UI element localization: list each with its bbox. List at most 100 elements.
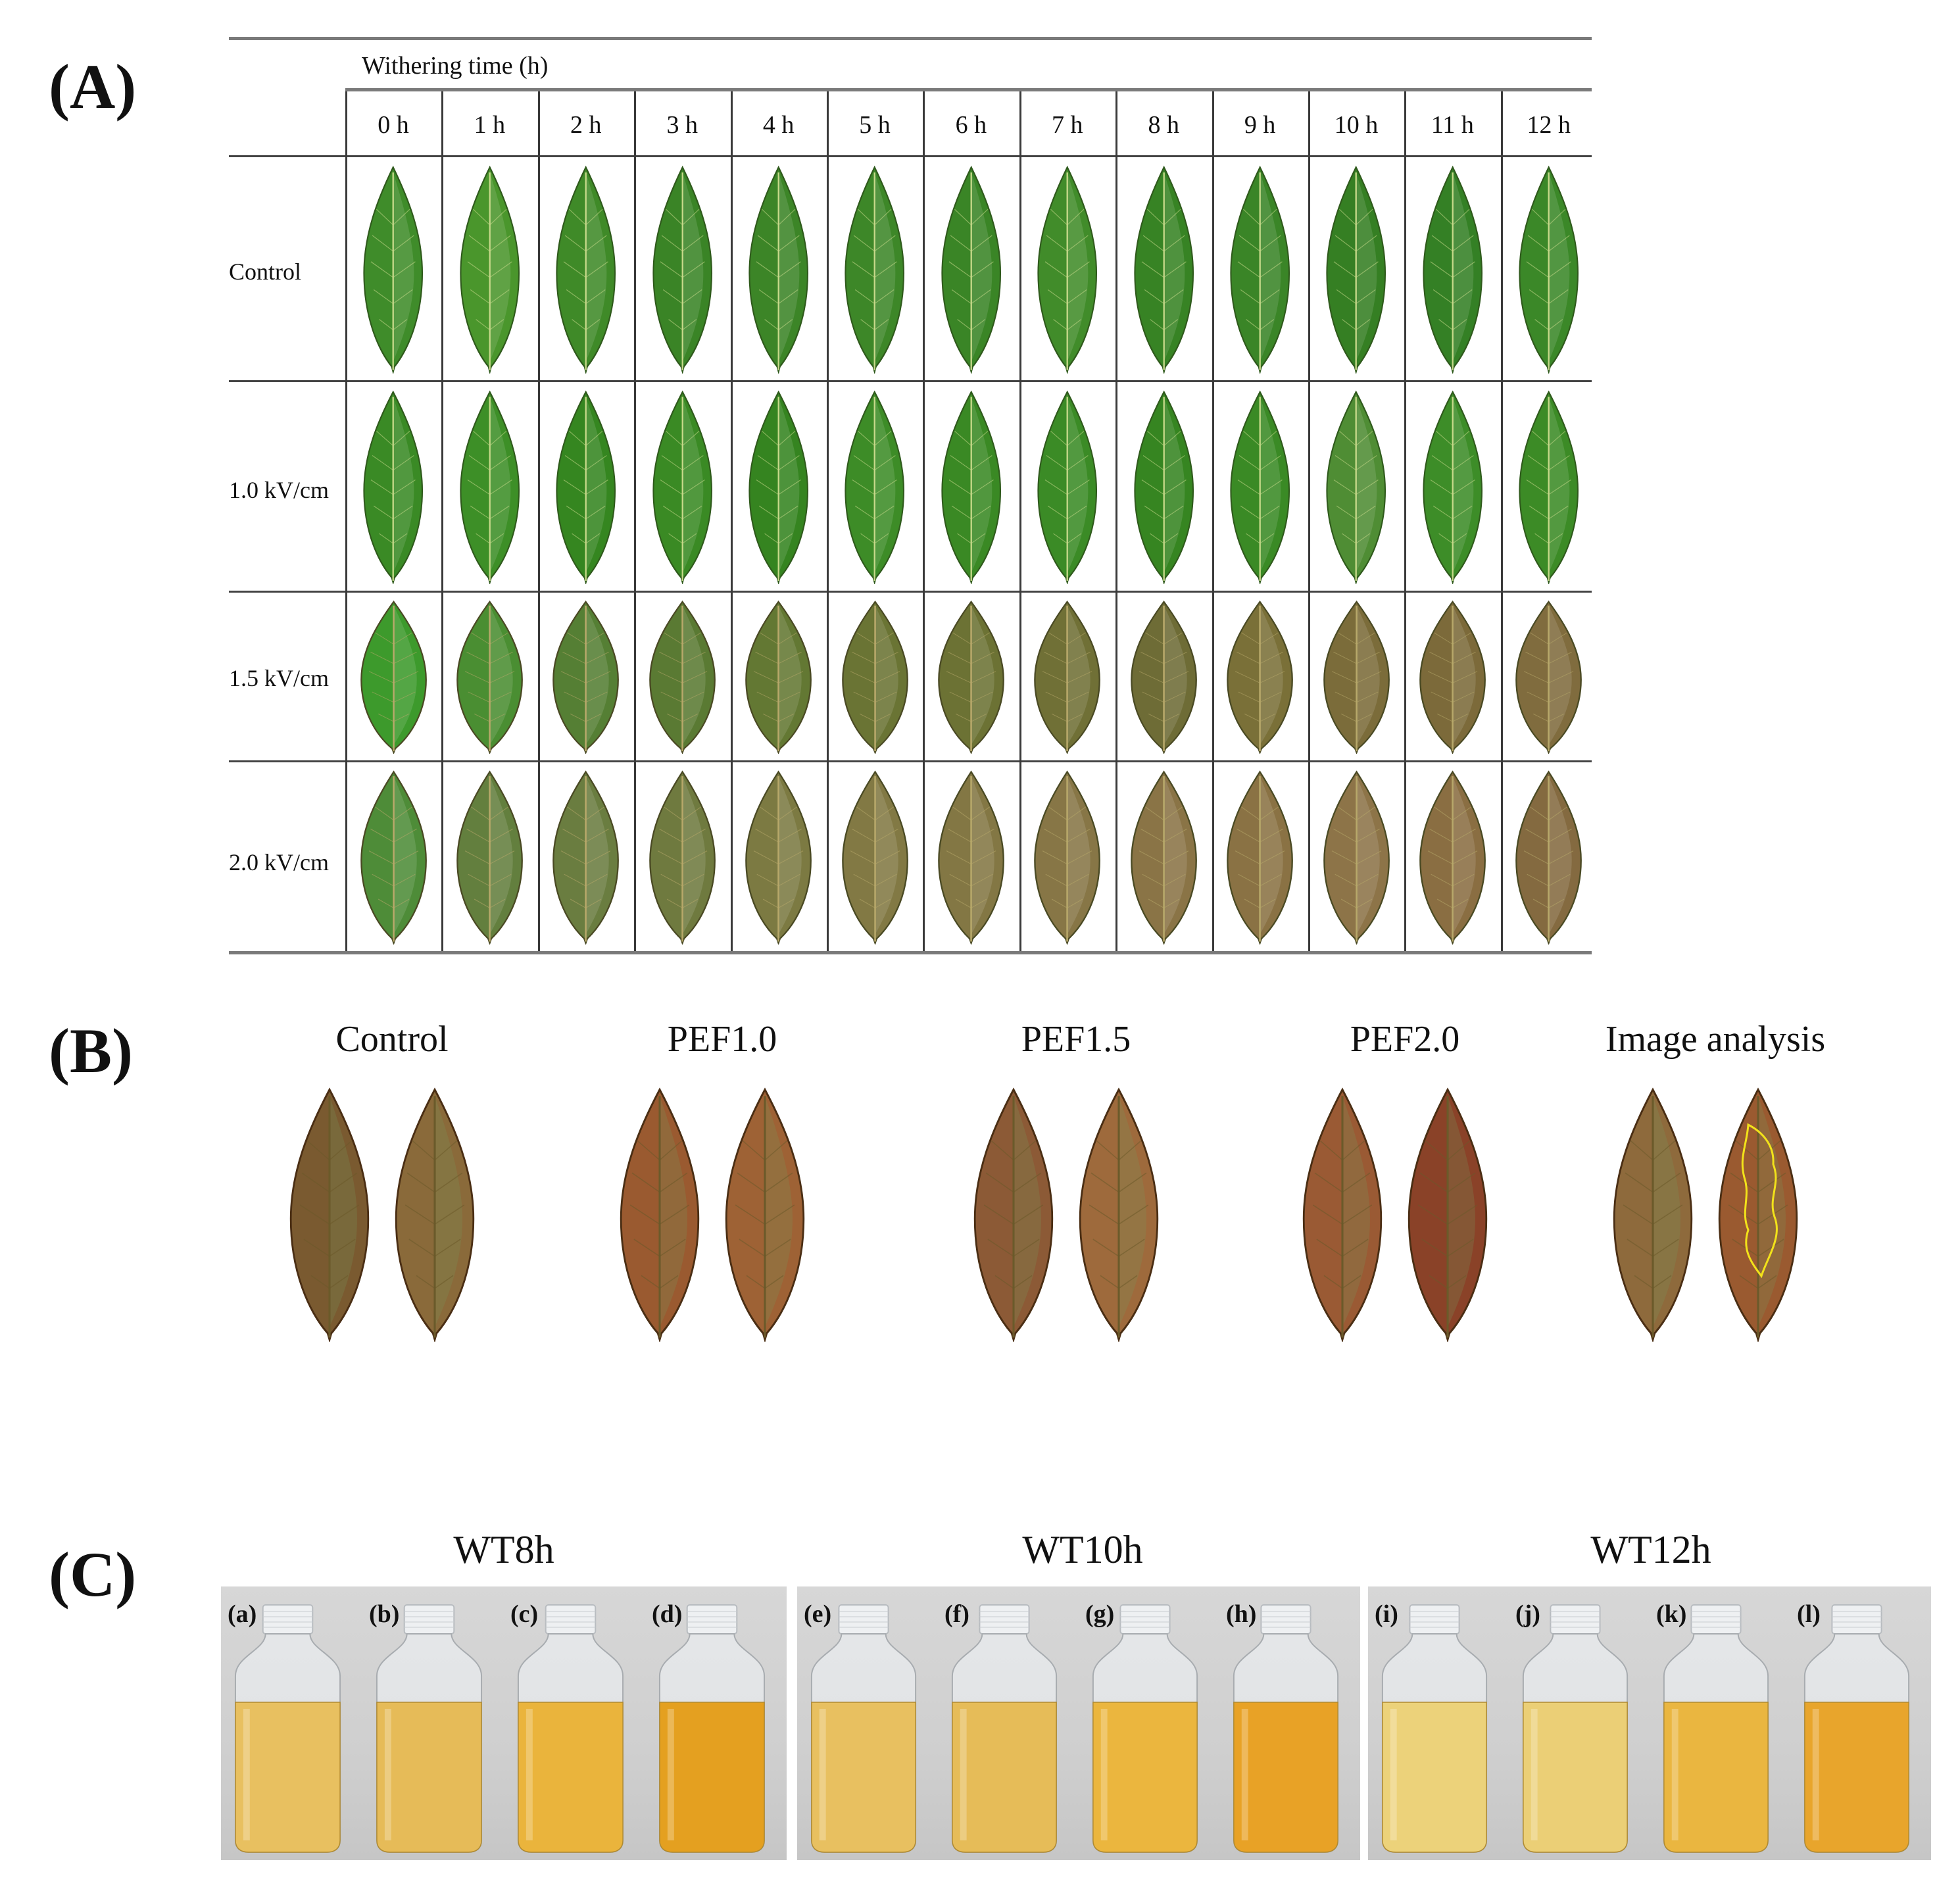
leaf-image bbox=[744, 389, 813, 584]
bottle-tag: (g) bbox=[1085, 1600, 1115, 1628]
leaf-image bbox=[644, 599, 721, 754]
leaf-group-title: PEF1.5 bbox=[1021, 1019, 1131, 1060]
leaf-shape bbox=[363, 390, 424, 584]
leaf-image bbox=[840, 389, 909, 584]
bottle-tag: (k) bbox=[1656, 1600, 1687, 1628]
bottle-tag: (l) bbox=[1797, 1600, 1821, 1628]
infusion-group-title: WT12h bbox=[1590, 1528, 1711, 1571]
infusion-group-title: WT10h bbox=[1022, 1528, 1143, 1571]
leaf-image bbox=[933, 769, 1010, 945]
withered-leaf-shape bbox=[1718, 1087, 1798, 1342]
panel-a-label: (A) bbox=[49, 51, 137, 122]
time-header-9: 9 h bbox=[1244, 111, 1276, 139]
leaf-shape bbox=[745, 770, 812, 945]
leaf-shape bbox=[1227, 601, 1294, 754]
tea-bottle bbox=[1376, 1604, 1493, 1854]
leaf-shape bbox=[552, 770, 620, 945]
leaf-shape bbox=[845, 390, 905, 584]
leaf-image bbox=[644, 769, 721, 945]
table-column-line bbox=[1212, 91, 1214, 951]
leaf-shape bbox=[1230, 390, 1290, 584]
time-header-5: 5 h bbox=[859, 111, 891, 139]
leaf-image bbox=[1510, 599, 1587, 754]
leaf-shape bbox=[556, 165, 616, 374]
table-header-rule bbox=[345, 88, 1592, 91]
bottle-shape bbox=[1522, 1604, 1629, 1853]
bottle-tag: (b) bbox=[369, 1600, 400, 1628]
time-header-7: 7 h bbox=[1052, 111, 1083, 139]
leaf-shape bbox=[460, 165, 520, 374]
table-column-line bbox=[345, 91, 347, 951]
bottle-tag: (e) bbox=[804, 1600, 832, 1628]
bottle-tag: (f) bbox=[944, 1600, 969, 1628]
panel-b-label: (B) bbox=[49, 1016, 133, 1086]
leaf-image bbox=[937, 389, 1006, 584]
leaf-shape bbox=[1037, 165, 1098, 374]
leaf-shape bbox=[1227, 770, 1294, 945]
table-column-line bbox=[537, 91, 540, 951]
table-row-rule bbox=[229, 155, 1592, 157]
bottle-shape bbox=[1092, 1604, 1198, 1853]
withering-table: Withering time (h) 0 h 1 h 2 h 3 h 4 h 5 h 6 h… bbox=[229, 37, 1592, 954]
leaf-image bbox=[455, 389, 524, 584]
leaf-shape bbox=[1131, 770, 1197, 945]
leaf-shape bbox=[649, 601, 716, 754]
leaf-image bbox=[355, 599, 432, 754]
table-column-line bbox=[923, 91, 925, 951]
tea-bottle bbox=[229, 1604, 347, 1854]
leaf-image bbox=[358, 164, 428, 374]
leaf-image bbox=[1318, 769, 1395, 945]
withered-leaf-shape bbox=[725, 1087, 805, 1342]
table-top-rule bbox=[229, 37, 1592, 40]
analysis-outline-overlay bbox=[1735, 1118, 1788, 1289]
leaf-shape bbox=[1034, 601, 1101, 754]
bottle-tag: (h) bbox=[1226, 1600, 1257, 1628]
time-header-12: 12 h bbox=[1527, 111, 1571, 139]
leaf-shape bbox=[1034, 770, 1101, 945]
withered-leaf-shape bbox=[1613, 1087, 1693, 1342]
bottle-tag: (j) bbox=[1515, 1600, 1540, 1628]
bottle-shape bbox=[517, 1604, 624, 1853]
leaf-shape bbox=[938, 770, 1004, 945]
row-label-2: 1.5 kV/cm bbox=[229, 665, 329, 691]
leaf-image bbox=[551, 164, 620, 374]
leaf-group-title: Control bbox=[335, 1019, 449, 1060]
leaf-image bbox=[1225, 164, 1294, 374]
leaf-image bbox=[740, 769, 817, 945]
row-label-0: Control bbox=[229, 258, 302, 285]
leaf-image bbox=[1318, 599, 1395, 754]
withered-leaf-image bbox=[1402, 1085, 1494, 1342]
table-column-line bbox=[1308, 91, 1310, 951]
bottle-shape bbox=[810, 1604, 917, 1853]
tea-bottle bbox=[370, 1604, 488, 1854]
leaf-image bbox=[1125, 599, 1202, 754]
leaf-image bbox=[744, 164, 813, 374]
leaf-shape bbox=[456, 770, 523, 945]
leaf-shape bbox=[1134, 390, 1194, 584]
bottle-tag: (a) bbox=[228, 1600, 257, 1628]
leaf-image bbox=[1225, 389, 1294, 584]
withered-leaf-shape bbox=[620, 1087, 700, 1342]
leaf-shape bbox=[1519, 390, 1579, 584]
bottle-shape bbox=[376, 1604, 483, 1853]
withered-leaf-image bbox=[1073, 1085, 1165, 1342]
time-header-1: 1 h bbox=[474, 111, 506, 139]
leaf-image bbox=[1125, 769, 1202, 945]
leaf-image bbox=[1129, 164, 1198, 374]
withered-leaf-shape bbox=[1408, 1087, 1488, 1342]
bottle-shape bbox=[1381, 1604, 1488, 1853]
time-header-6: 6 h bbox=[955, 111, 987, 139]
withered-leaf-shape bbox=[1302, 1087, 1383, 1342]
withered-leaf-shape bbox=[973, 1087, 1054, 1342]
leaf-shape bbox=[360, 770, 427, 945]
leaf-image bbox=[1033, 389, 1102, 584]
leaf-image bbox=[648, 164, 717, 374]
withered-leaf-image bbox=[968, 1085, 1060, 1342]
bottle-shape bbox=[1803, 1604, 1910, 1853]
leaf-shape bbox=[845, 165, 905, 374]
table-row-rule bbox=[229, 591, 1592, 593]
leaf-image bbox=[1514, 389, 1583, 584]
leaf-shape bbox=[941, 165, 1001, 374]
table-column-line bbox=[827, 91, 829, 951]
leaf-shape bbox=[652, 390, 712, 584]
